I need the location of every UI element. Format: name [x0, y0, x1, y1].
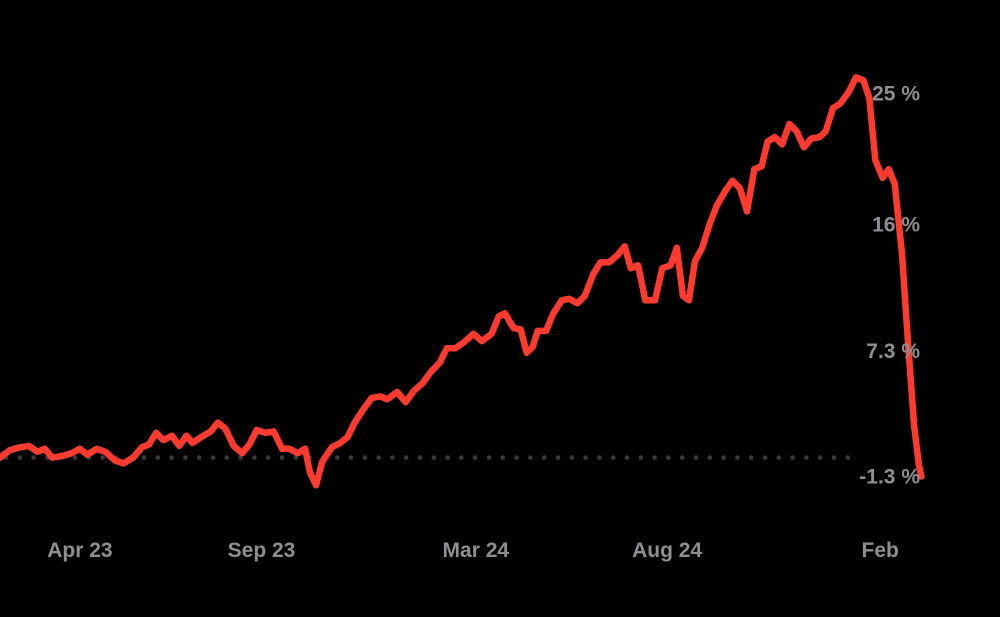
baseline-dot [293, 455, 299, 460]
baseline-dot [735, 455, 740, 460]
baseline-dot [652, 455, 657, 460]
baseline-dot [514, 455, 519, 460]
baseline-dot [459, 455, 464, 460]
baseline-dot [31, 455, 36, 460]
x-tick-label: Apr 23 [47, 539, 112, 562]
baseline-dot [845, 455, 851, 460]
baseline-dot [252, 455, 257, 460]
baseline-dot [721, 455, 726, 460]
baseline-dot [348, 455, 354, 460]
baseline-dot [183, 455, 188, 460]
baseline-dot [762, 455, 768, 460]
baseline-dot [804, 455, 809, 460]
baseline-dot [210, 455, 216, 460]
x-axis-ticks: Apr 23 Sep 23 Mar 24 Aug 24 Feb [47, 539, 899, 562]
baseline-dot [279, 455, 285, 460]
baseline-dot [155, 455, 161, 460]
baseline-dot [403, 455, 409, 460]
baseline-dot [17, 455, 23, 460]
baseline-dot [666, 455, 671, 460]
y-tick-label: 7.3 % [866, 340, 920, 363]
baseline-dot [597, 455, 602, 460]
series-layer [0, 74, 925, 489]
baseline-dot [610, 455, 616, 460]
baseline-dot [486, 455, 492, 460]
baseline-dot [583, 455, 588, 460]
baseline-dot [224, 455, 230, 460]
baseline-dot [100, 455, 105, 460]
baseline-dot [362, 455, 368, 460]
baseline-dot [334, 455, 340, 460]
baseline-dot [238, 455, 243, 460]
x-tick-label: Feb [862, 539, 899, 562]
baseline-dot [196, 455, 202, 460]
baseline-dot [390, 455, 395, 460]
baseline-dot [141, 455, 147, 460]
baseline-dot [169, 455, 174, 460]
baseline-dot [72, 455, 78, 460]
baseline-dot [624, 455, 630, 460]
baseline-dot [472, 455, 478, 460]
baseline-dot [638, 455, 644, 460]
baseline-dot [817, 455, 823, 460]
baseline-dot [376, 455, 381, 460]
baseline-dot [265, 455, 271, 460]
baseline-dot [569, 455, 575, 460]
series-line [0, 74, 925, 489]
baseline-dot [748, 455, 754, 460]
baseline-dot [417, 455, 423, 460]
y-tick-label: -1.3 % [859, 466, 920, 489]
baseline-dot [528, 455, 533, 460]
baseline-dot [500, 455, 506, 460]
baseline-dot [707, 455, 713, 460]
y-tick-label: 25 % [872, 82, 920, 105]
baseline-dot [693, 455, 699, 460]
y-tick-label: 16 % [872, 214, 920, 237]
baseline-dot [431, 455, 437, 460]
baseline-dot [776, 455, 782, 460]
x-tick-label: Mar 24 [443, 539, 510, 562]
baseline-dot [790, 455, 795, 460]
baseline-dot [541, 455, 547, 460]
baseline-dot [555, 455, 561, 460]
baseline-dot [831, 455, 837, 460]
baseline-dot [679, 455, 685, 460]
baseline-dot [445, 455, 450, 460]
x-tick-label: Aug 24 [632, 539, 702, 562]
x-tick-label: Sep 23 [228, 539, 296, 562]
y-axis-ticks: 25 % 16 % 7.3 % -1.3 % [859, 82, 920, 488]
